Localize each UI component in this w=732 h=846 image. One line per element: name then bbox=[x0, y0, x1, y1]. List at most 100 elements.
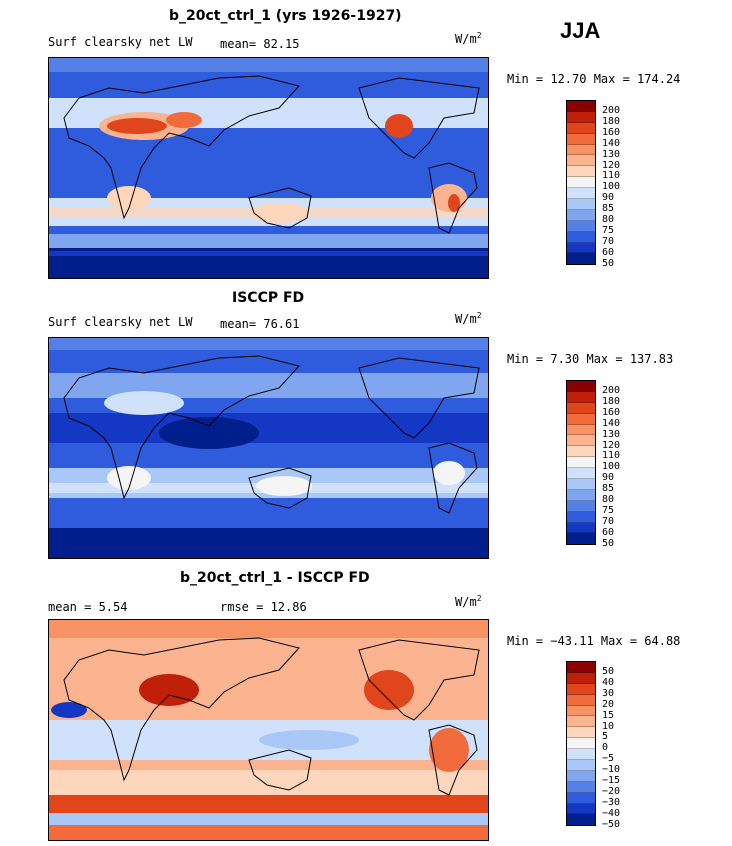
colorbar-tick-label: 200 bbox=[602, 385, 621, 396]
colorbar-tick-label: 80 bbox=[602, 214, 615, 225]
colorbar-tick-label: 160 bbox=[602, 406, 621, 418]
colorbar-swatch bbox=[567, 133, 595, 145]
colorbar-tick-label: 130 bbox=[602, 148, 621, 160]
season-label: JJA bbox=[560, 18, 601, 43]
colorbar-tick-label: 130 bbox=[602, 428, 621, 440]
region-w-africa bbox=[51, 702, 87, 718]
colorbar-swatch bbox=[567, 253, 595, 265]
band-antarctic-edge bbox=[49, 251, 488, 256]
colorbar-swatch bbox=[567, 662, 595, 673]
colorbar-tick-label: −5 bbox=[602, 753, 615, 765]
colorbar-tick-label: 75 bbox=[602, 504, 615, 516]
colorbar-tick-label: 50 bbox=[602, 666, 615, 677]
band-south-sub bbox=[49, 770, 488, 795]
colorbar-swatch bbox=[567, 489, 595, 501]
colorbar-swatch bbox=[567, 803, 595, 815]
colorbar-swatch bbox=[567, 209, 595, 221]
region-s-africa bbox=[107, 466, 151, 490]
colorbar-tick-label: 85 bbox=[602, 203, 615, 215]
colorbar-swatch bbox=[567, 683, 595, 695]
panel2-mean: mean= 76.61 bbox=[220, 317, 300, 331]
panel1-mean: mean= 82.15 bbox=[220, 37, 300, 51]
colorbar-swatch bbox=[567, 727, 595, 739]
colorbar-swatch bbox=[567, 760, 595, 771]
colorbar-swatch bbox=[567, 738, 595, 750]
panel3-map bbox=[48, 619, 489, 841]
panel2-colorbar bbox=[566, 380, 596, 546]
colorbar-tick-label: 140 bbox=[602, 417, 621, 429]
panel2-variable-label: Surf clearsky net LW bbox=[48, 315, 193, 329]
north-america-outline bbox=[358, 357, 480, 439]
colorbar-tick-label: 90 bbox=[602, 472, 615, 484]
panel1-minmax: Min = 12.70 Max = 174.24 bbox=[507, 72, 681, 86]
colorbar-swatch bbox=[567, 770, 595, 782]
australia-outline bbox=[248, 187, 312, 229]
region-andes bbox=[448, 194, 460, 212]
panel2-minmax: Min = 7.30 Max = 137.83 bbox=[507, 352, 674, 366]
colorbar-swatch bbox=[567, 533, 595, 545]
colorbar-swatch bbox=[567, 402, 595, 414]
colorbar-tick-label: 50 bbox=[602, 257, 615, 269]
colorbar-tick-label: 20 bbox=[602, 698, 615, 710]
panel1-title: b_20ct_ctrl_1 (yrs 1926-1927) bbox=[169, 8, 402, 24]
eurasia-africa-outline bbox=[63, 355, 300, 500]
colorbar-swatch bbox=[567, 101, 595, 112]
region-warm-pool bbox=[159, 417, 259, 449]
colorbar-tick-label: 40 bbox=[602, 676, 615, 688]
south-america-outline bbox=[428, 442, 478, 514]
band-arctic bbox=[49, 620, 488, 638]
south-america-outline bbox=[428, 162, 478, 234]
panel1-variable-label: Surf clearsky net LW bbox=[48, 35, 193, 49]
colorbar-tick-label: 60 bbox=[602, 246, 615, 258]
region-sahara-core bbox=[107, 118, 167, 134]
region-sahara bbox=[104, 391, 184, 415]
colorbar-swatch bbox=[567, 792, 595, 804]
panel3-title: b_20ct_ctrl_1 - ISCCP FD bbox=[180, 570, 370, 586]
panel1-map-svg bbox=[49, 58, 488, 278]
south-america-outline bbox=[428, 724, 478, 796]
region-e-pacific bbox=[364, 670, 414, 710]
colorbar-swatch bbox=[567, 522, 595, 534]
colorbar-swatch bbox=[567, 220, 595, 232]
colorbar-swatch bbox=[567, 435, 595, 447]
panel3-units: W/m2 bbox=[455, 594, 482, 609]
colorbar-tick-label: 180 bbox=[602, 395, 621, 407]
colorbar-swatch bbox=[567, 424, 595, 436]
band-arctic bbox=[49, 58, 488, 72]
colorbar-tick-label: 110 bbox=[602, 450, 621, 462]
colorbar-swatch bbox=[567, 468, 595, 480]
panel3-minmax: Min = −43.11 Max = 64.88 bbox=[507, 634, 681, 648]
colorbar-tick-label: 200 bbox=[602, 105, 621, 116]
panel3-rmse: rmse = 12.86 bbox=[220, 600, 307, 614]
colorbar-swatch bbox=[567, 672, 595, 684]
colorbar-tick-label: 120 bbox=[602, 159, 621, 171]
region-arabia bbox=[166, 112, 202, 128]
panel3-colorbar bbox=[566, 661, 596, 827]
eurasia-africa-outline bbox=[63, 75, 300, 220]
colorbar-swatch bbox=[567, 511, 595, 523]
coastlines bbox=[63, 355, 480, 514]
colorbar-tick-label: 60 bbox=[602, 526, 615, 538]
coastlines bbox=[63, 75, 480, 234]
colorbar-swatch bbox=[567, 781, 595, 793]
australia-outline bbox=[248, 749, 312, 791]
band-antarctic bbox=[49, 528, 488, 558]
colorbar-tick-label: −15 bbox=[602, 775, 621, 786]
coastlines bbox=[63, 637, 480, 796]
band-north-mid bbox=[49, 373, 488, 398]
region-australia bbox=[256, 476, 312, 496]
colorbar-tick-label: −50 bbox=[602, 818, 621, 830]
north-america-outline bbox=[358, 639, 480, 721]
colorbar-swatch bbox=[567, 705, 595, 717]
colorbar-swatch bbox=[567, 381, 595, 392]
band-tropics bbox=[49, 413, 488, 443]
colorbar-tick-label: 100 bbox=[602, 181, 621, 193]
colorbar-tick-label: −30 bbox=[602, 796, 621, 808]
colorbar-tick-label: 70 bbox=[602, 235, 615, 247]
band-southern-ocean bbox=[49, 234, 488, 248]
panel2-map-svg bbox=[49, 338, 488, 558]
colorbar-tick-label: 75 bbox=[602, 224, 615, 236]
colorbar-tick-label: 70 bbox=[602, 515, 615, 527]
colorbar-swatch bbox=[567, 242, 595, 254]
colorbar-swatch bbox=[567, 446, 595, 458]
